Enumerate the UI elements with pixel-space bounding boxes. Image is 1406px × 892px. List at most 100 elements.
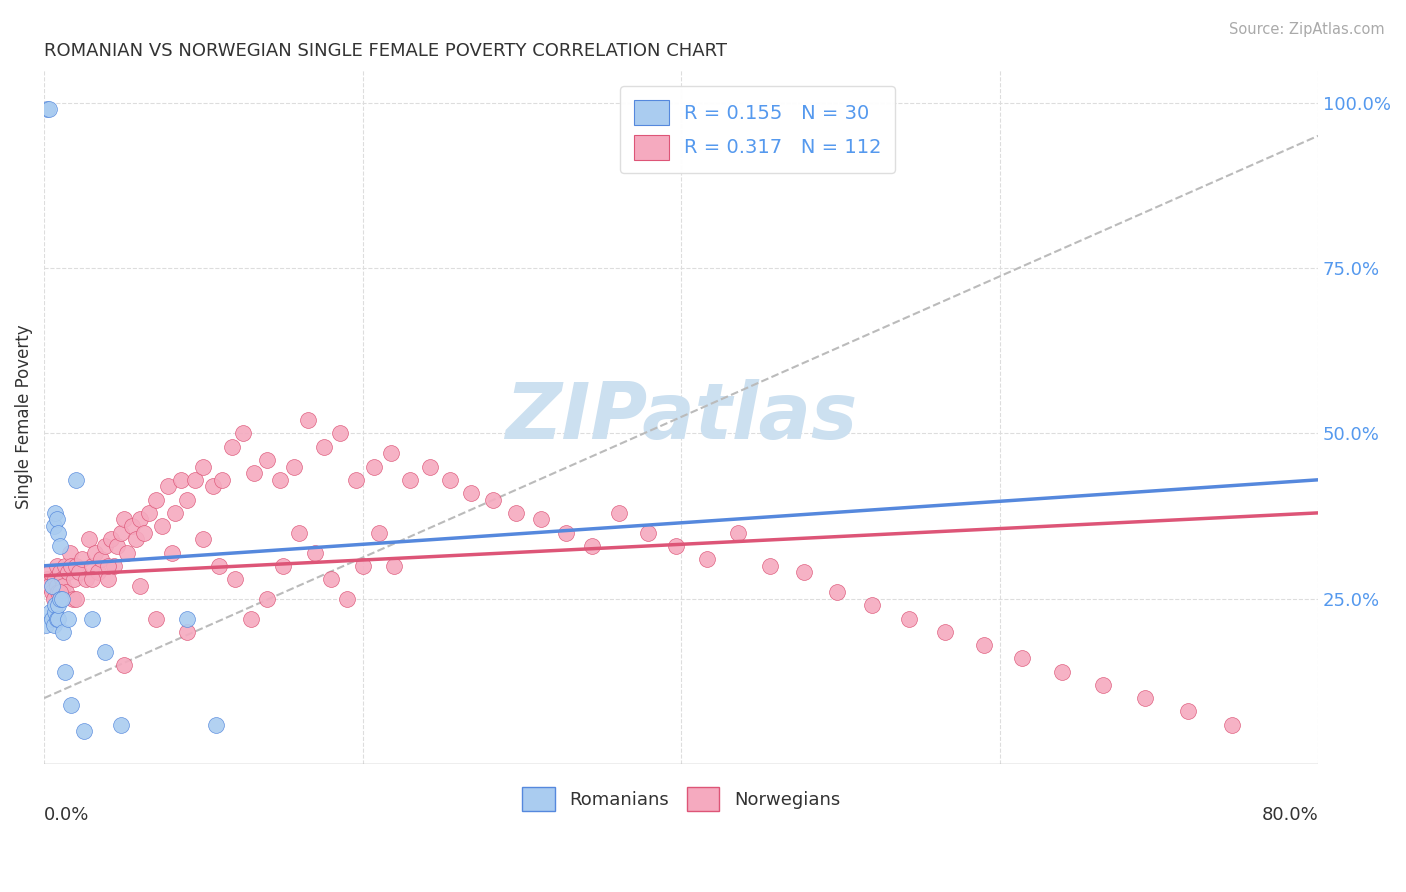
Point	[45, 512, 67, 526]
Point	[1011, 651, 1033, 665]
Point	[41, 612, 63, 626]
Point	[240, 612, 263, 626]
Point	[973, 638, 995, 652]
Point	[352, 558, 374, 573]
Text: ROMANIAN VS NORWEGIAN SINGLE FEMALE POVERTY CORRELATION CHART: ROMANIAN VS NORWEGIAN SINGLE FEMALE POVE…	[44, 42, 727, 60]
Point	[221, 440, 243, 454]
Point	[439, 473, 461, 487]
Point	[637, 525, 659, 540]
Point	[115, 545, 138, 559]
Point	[170, 473, 193, 487]
Point	[759, 558, 782, 573]
Point	[934, 624, 956, 639]
Point	[45, 558, 67, 573]
Point	[80, 558, 103, 573]
Point	[314, 440, 336, 454]
Point	[62, 591, 84, 606]
Point	[87, 566, 110, 580]
Point	[41, 579, 63, 593]
Point	[288, 525, 311, 540]
Point	[297, 413, 319, 427]
Point	[65, 591, 87, 606]
Point	[73, 724, 96, 739]
Point	[460, 486, 482, 500]
Point	[38, 579, 60, 593]
Point	[1133, 691, 1156, 706]
Point	[39, 566, 62, 580]
Point	[860, 599, 883, 613]
Text: 0.0%: 0.0%	[44, 806, 90, 824]
Point	[121, 519, 143, 533]
Point	[48, 612, 70, 626]
Point	[329, 426, 352, 441]
Point	[63, 572, 86, 586]
Y-axis label: Single Female Poverty: Single Female Poverty	[15, 325, 32, 509]
Point	[100, 533, 122, 547]
Text: ZIPatlas: ZIPatlas	[505, 379, 858, 455]
Point	[38, 103, 60, 117]
Point	[97, 572, 120, 586]
Point	[52, 624, 75, 639]
Point	[367, 525, 389, 540]
Point	[201, 479, 224, 493]
Point	[56, 612, 79, 626]
Point	[157, 479, 180, 493]
Point	[53, 558, 76, 573]
Point	[105, 539, 128, 553]
Point	[208, 558, 231, 573]
Point	[128, 579, 150, 593]
Point	[84, 545, 107, 559]
Point	[271, 558, 294, 573]
Point	[51, 572, 73, 586]
Point	[44, 572, 66, 586]
Point	[93, 645, 115, 659]
Point	[49, 585, 72, 599]
Point	[48, 525, 70, 540]
Point	[65, 473, 87, 487]
Point	[344, 473, 367, 487]
Point	[52, 579, 75, 593]
Point	[145, 612, 167, 626]
Point	[283, 459, 305, 474]
Point	[336, 591, 359, 606]
Point	[42, 618, 65, 632]
Point	[128, 512, 150, 526]
Text: Source: ZipAtlas.com: Source: ZipAtlas.com	[1229, 22, 1385, 37]
Point	[49, 566, 72, 580]
Point	[44, 599, 66, 613]
Point	[39, 605, 62, 619]
Point	[97, 558, 120, 573]
Point	[49, 591, 72, 606]
Point	[103, 558, 125, 573]
Point	[418, 459, 440, 474]
Point	[48, 599, 70, 613]
Point	[58, 545, 80, 559]
Point	[110, 525, 132, 540]
Point	[55, 585, 77, 599]
Point	[1220, 717, 1243, 731]
Point	[555, 525, 578, 540]
Point	[193, 533, 215, 547]
Point	[530, 512, 553, 526]
Point	[138, 506, 160, 520]
Point	[399, 473, 422, 487]
Point	[581, 539, 603, 553]
Point	[825, 585, 848, 599]
Point	[160, 545, 183, 559]
Point	[80, 612, 103, 626]
Point	[727, 525, 749, 540]
Point	[49, 539, 72, 553]
Point	[77, 533, 100, 547]
Legend: Romanians, Norwegians: Romanians, Norwegians	[515, 780, 848, 818]
Point	[1177, 704, 1199, 718]
Point	[1092, 678, 1115, 692]
Point	[304, 545, 326, 559]
Point	[1050, 665, 1073, 679]
Point	[232, 426, 254, 441]
Point	[145, 492, 167, 507]
Point	[205, 717, 228, 731]
Point	[793, 566, 815, 580]
Point	[256, 591, 278, 606]
Point	[193, 459, 215, 474]
Point	[380, 446, 402, 460]
